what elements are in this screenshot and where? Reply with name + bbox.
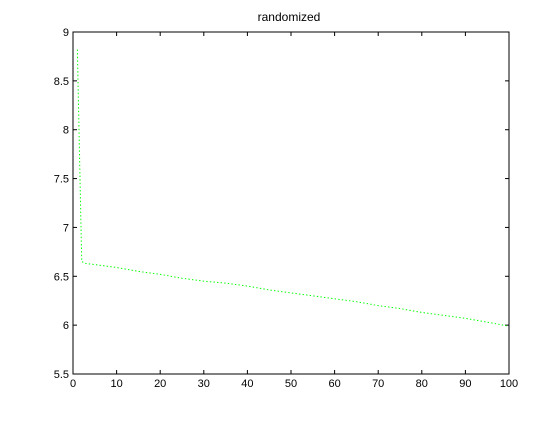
y-tick-label: 5.5 — [54, 369, 69, 381]
x-tick-label: 0 — [70, 378, 76, 390]
y-tick-label: 8 — [63, 125, 69, 137]
plot-frame — [72, 31, 510, 375]
x-tick-label: 60 — [328, 378, 340, 390]
x-tick-label: 30 — [198, 378, 210, 390]
y-tick-label: 7.5 — [54, 174, 69, 186]
x-tick-label: 90 — [459, 378, 471, 390]
x-tick-label: 20 — [154, 378, 166, 390]
y-tick-label: 9 — [63, 27, 69, 39]
x-tick-label: 10 — [110, 378, 122, 390]
y-tick-label: 8.5 — [54, 76, 69, 88]
x-tick-label: 80 — [416, 378, 428, 390]
y-tick-label: 6 — [63, 320, 69, 332]
x-tick-label: 70 — [372, 378, 384, 390]
x-tick-label: 100 — [500, 378, 518, 390]
chart-title: randomized — [258, 10, 321, 24]
y-tick-label: 7 — [63, 222, 69, 234]
x-tick-label: 40 — [241, 378, 253, 390]
x-tick-label: 50 — [285, 378, 297, 390]
y-tick-label: 6.5 — [54, 271, 69, 283]
